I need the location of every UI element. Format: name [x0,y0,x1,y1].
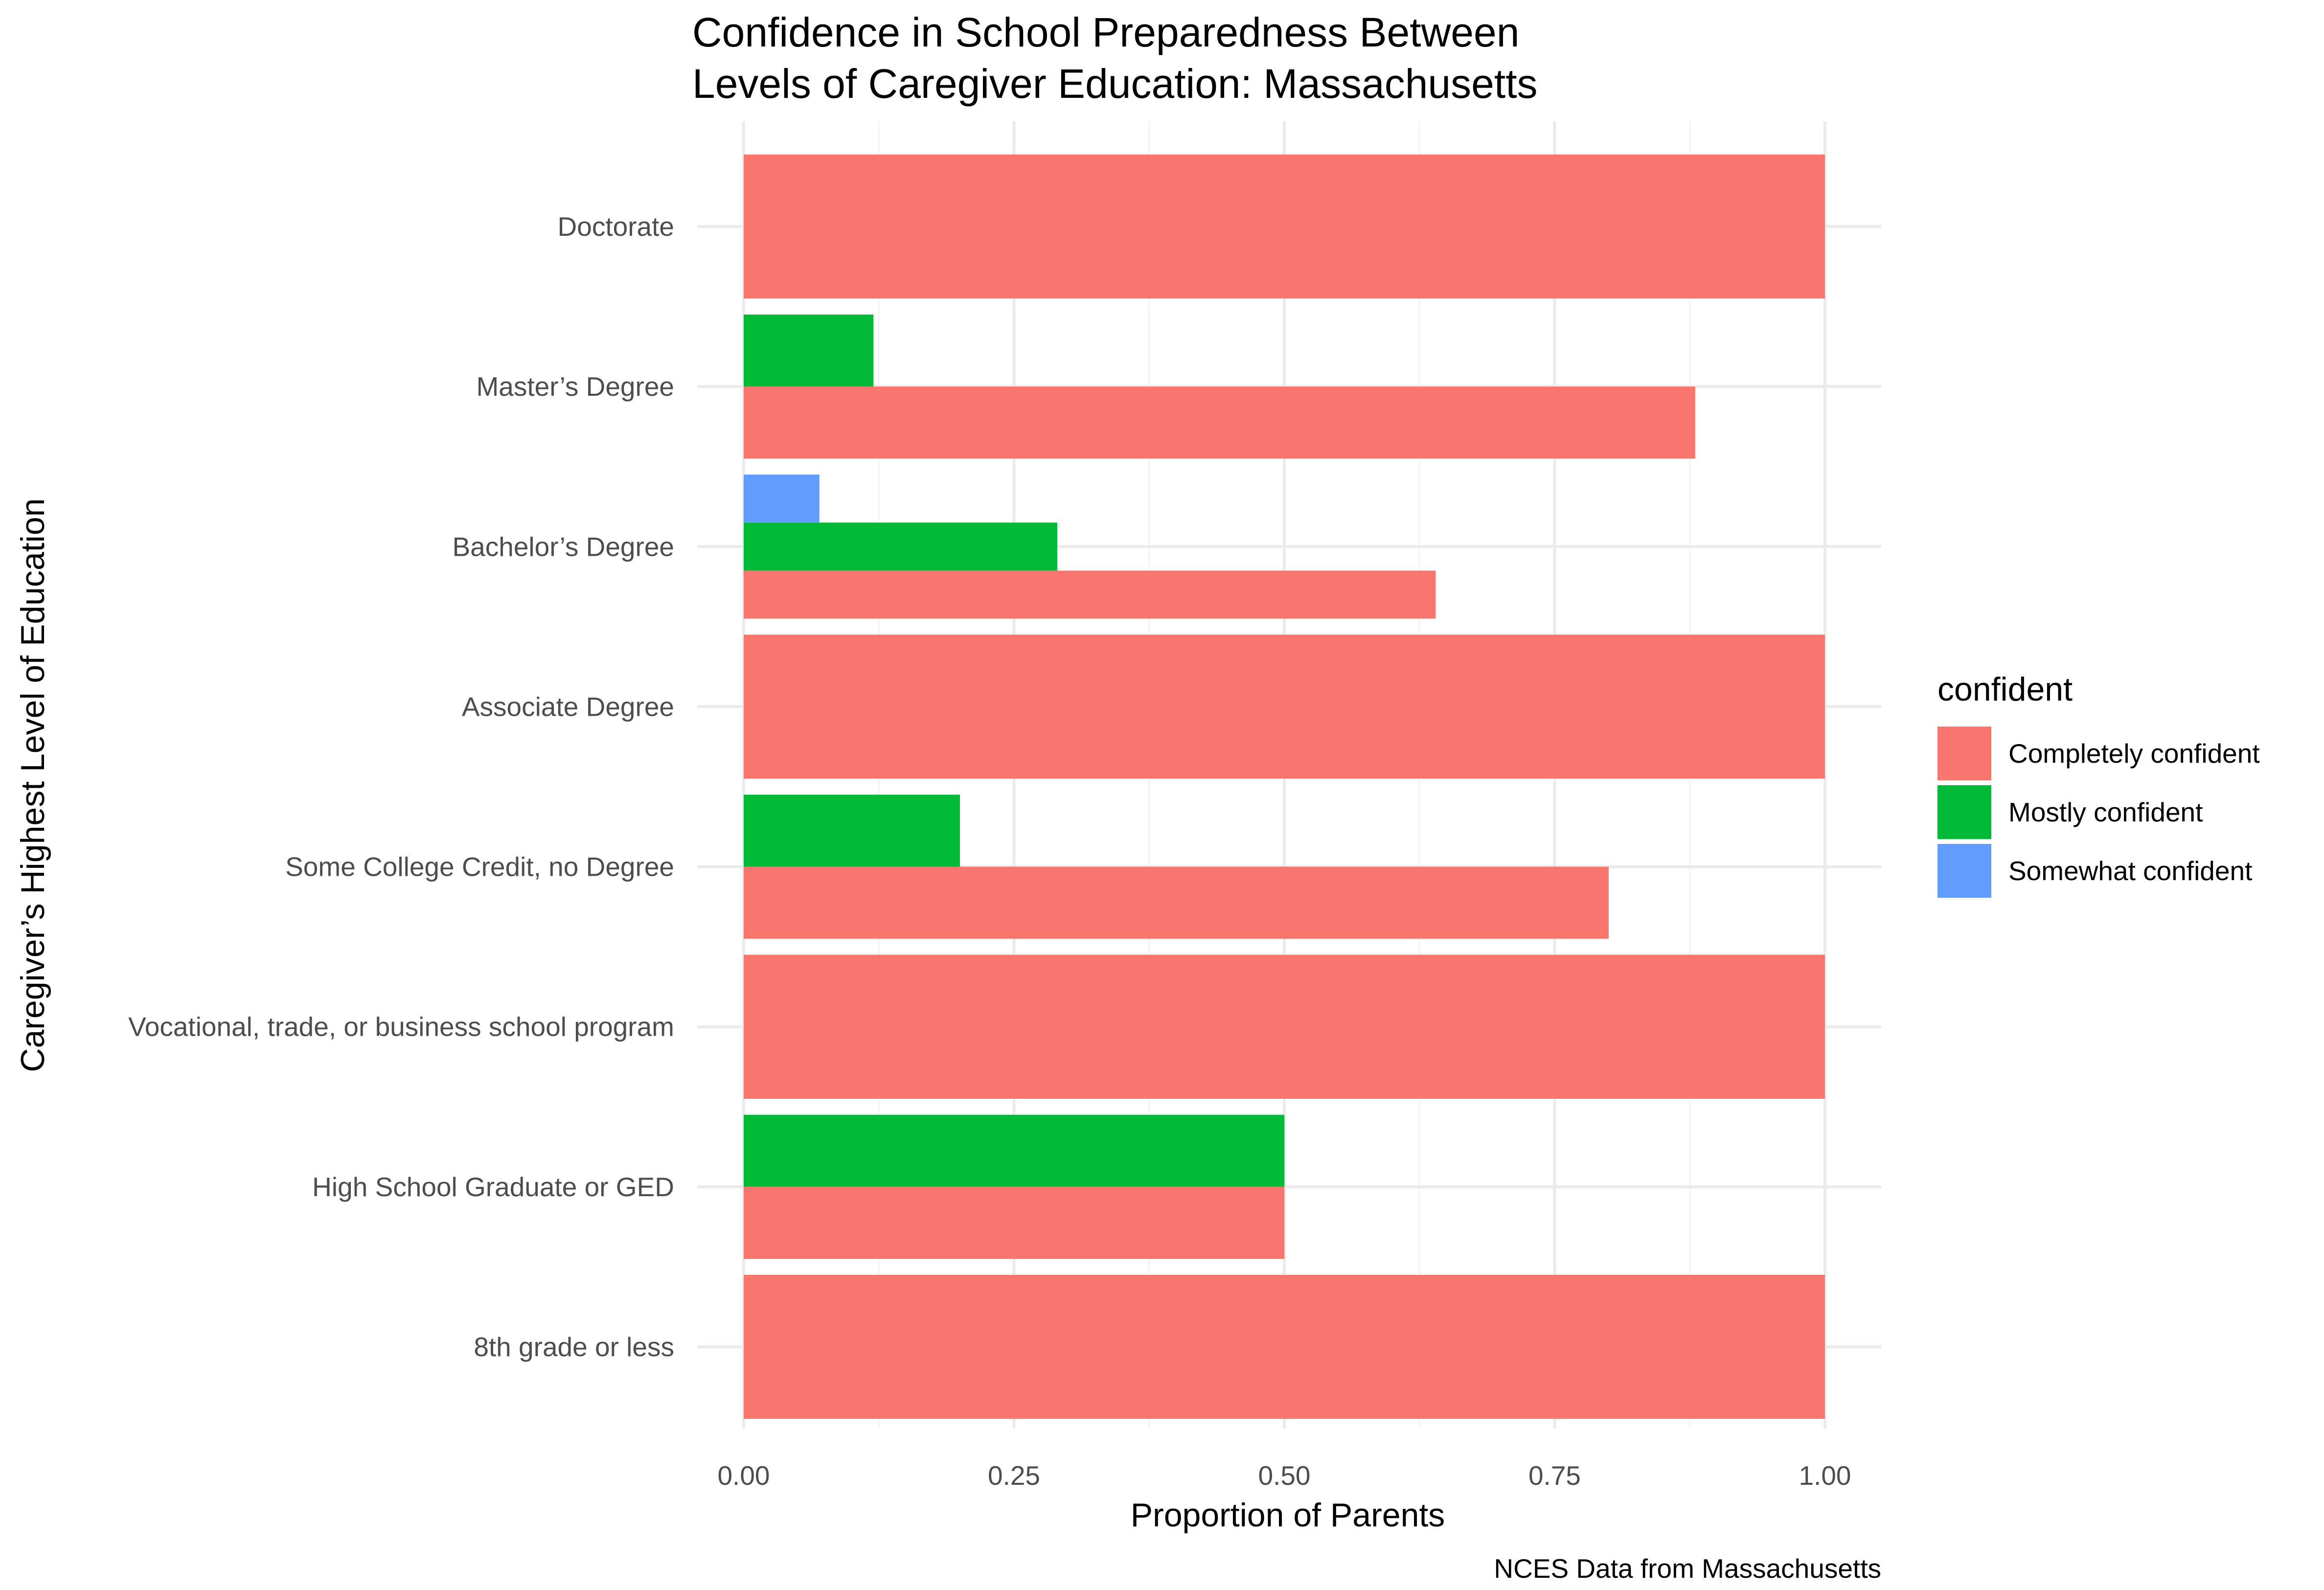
y-tick-label: Associate Degree [462,691,674,722]
bar-completely-confident [744,954,1825,1099]
y-tick-label: 8th grade or less [474,1332,674,1362]
bar-completely-confident [744,635,1825,779]
x-tick-label: 0.50 [1258,1460,1310,1491]
y-tick-label: Bachelor’s Degree [452,531,674,562]
y-tick-label: High School Graduate or GED [312,1172,674,1202]
y-tick-label: Some College Credit, no Degree [285,852,674,882]
x-tick-label: 0.00 [717,1460,770,1491]
y-tick-label: Master’s Degree [476,371,674,402]
x-tick-label: 1.00 [1799,1460,1851,1491]
x-tick-label: 0.75 [1528,1460,1581,1491]
bar-mostly-confident [744,1114,1284,1187]
x-axis-title: Proportion of Parents [1131,1497,1445,1534]
legend-label: Mostly confident [2008,797,2203,827]
bar-somewhat-confident [744,475,820,523]
chart-title-line-1: Confidence in School Preparedness Betwee… [692,9,1519,55]
bar-completely-confident [744,386,1695,459]
y-tick-labels: 8th grade or less High School Graduate or… [128,211,674,1362]
bar-completely-confident [744,866,1609,939]
bar-mostly-confident [744,522,1057,571]
x-tick-labels: 0.00 0.25 0.50 0.75 1.00 [717,1460,1851,1491]
y-tick-label: Vocational, trade, or business school pr… [128,1012,674,1042]
caption: NCES Data from Massachusetts [1494,1553,1881,1584]
bar-completely-confident [744,154,1825,299]
legend-key [1937,844,1991,898]
chart-title-line-2: Levels of Caregiver Education: Massachus… [692,61,1538,107]
legend-key [1937,727,1991,780]
legend: confident Completely confident Mostly con… [1937,671,2260,898]
bars [744,154,1825,1419]
legend-label: Somewhat confident [2008,856,2252,886]
legend-title: confident [1937,671,2073,708]
bar-completely-confident [744,1186,1284,1259]
legend-label: Completely confident [2008,738,2260,769]
x-tick-label: 0.25 [988,1460,1040,1491]
bar-completely-confident [744,570,1436,619]
legend-key [1937,785,1991,839]
y-axis-title: Caregiver’s Highest Level of Education [14,498,51,1072]
bar-mostly-confident [744,314,874,387]
y-tick-label: Doctorate [558,211,674,242]
bar-mostly-confident [744,795,960,867]
bar-completely-confident [744,1274,1825,1419]
